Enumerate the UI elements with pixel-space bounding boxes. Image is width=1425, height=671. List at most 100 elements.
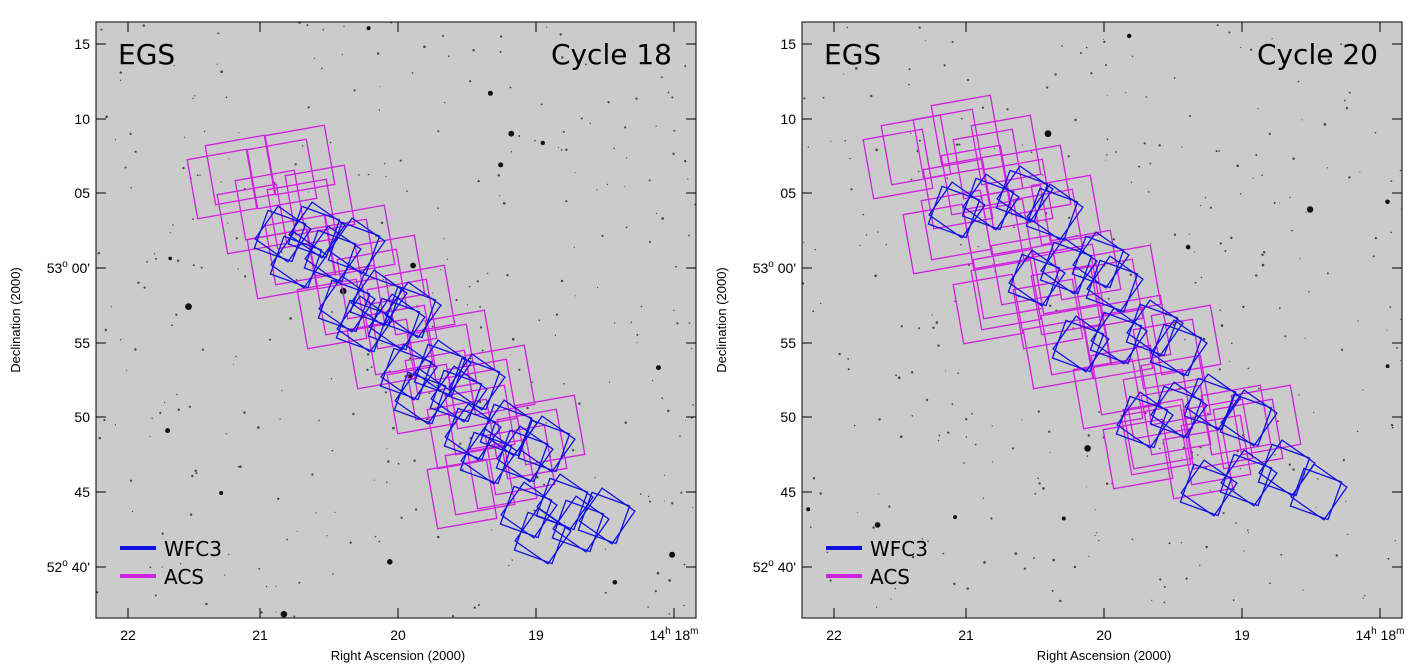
x-tick-label-ra-end: 14h 18m [1356,626,1405,643]
star [1088,555,1090,557]
star [1106,95,1108,97]
star [188,405,191,408]
wfc3-footprint [318,275,376,333]
star [1021,144,1023,146]
star [219,491,224,495]
star [545,422,547,424]
wfc3-footprint [578,487,636,545]
star [119,339,122,341]
star [982,497,985,499]
star [367,173,370,176]
star [1390,180,1393,183]
acs-footprint [1100,294,1172,366]
star [935,321,939,324]
star [508,564,510,567]
star [624,185,626,187]
star [499,195,501,197]
star [455,298,458,302]
star [1291,229,1293,232]
star [656,365,661,371]
star [399,159,402,162]
star [977,246,979,248]
wfc3-footprints [253,201,636,565]
star [1134,325,1136,327]
star [663,474,666,476]
star [275,611,277,613]
acs-footprint [912,108,984,180]
star [1302,589,1304,591]
star [468,285,471,288]
star [601,234,604,237]
star [1046,86,1049,89]
star [119,71,123,74]
star [161,566,163,568]
star [511,559,513,561]
star [1086,455,1089,457]
star [594,477,596,479]
star [684,160,687,163]
star [938,434,941,437]
legend: WFC3 ACS [120,537,222,589]
star [668,579,671,582]
star [1288,463,1291,466]
star [546,26,548,28]
wfc3-footprint [1150,319,1208,377]
wfc3-footprint [270,231,328,289]
star [554,334,557,336]
star [330,378,333,380]
star [819,492,822,495]
star [1396,347,1398,349]
star [509,354,511,356]
star [149,435,151,437]
star [1181,457,1183,459]
star [376,52,380,55]
star [1299,258,1301,260]
acs-footprint [364,304,436,376]
wfc3-footprint [1051,319,1105,373]
star [366,353,370,356]
star [172,224,174,226]
star [518,368,521,371]
star [1204,197,1207,199]
star [280,251,283,253]
wfc3-footprint [927,185,981,239]
x-tick-label: 21 [958,627,974,643]
wfc3-footprint [514,507,572,565]
star [307,106,310,109]
star [899,435,903,439]
star [244,275,247,278]
star [663,500,665,502]
star [384,391,387,394]
star [1220,324,1224,327]
star [911,415,914,417]
wfc3-footprint [287,205,341,259]
star [329,141,332,144]
star [1103,38,1105,40]
star [1261,263,1265,267]
star [159,411,162,414]
star [856,512,858,514]
star [392,426,395,430]
panel-cycle-20-svg: 22 21 20 19 14h 18m 15 10 05 53o 00' 55 … [714,21,1405,663]
star [953,515,957,520]
star [692,404,694,406]
acs-footprint [1122,398,1194,470]
star [105,115,108,119]
star [452,615,455,618]
star [1085,46,1088,49]
star [343,25,345,27]
acs-footprint [1090,244,1162,316]
star [466,304,469,306]
star [1011,447,1014,450]
acs-footprint [426,458,498,530]
star [589,122,591,125]
star [225,433,227,435]
star [814,248,816,251]
star [1034,492,1037,495]
star [847,358,850,360]
star [1106,138,1109,141]
star [1207,412,1209,415]
star [991,425,993,427]
x-tick-label: 22 [120,627,136,643]
star [1340,348,1344,351]
